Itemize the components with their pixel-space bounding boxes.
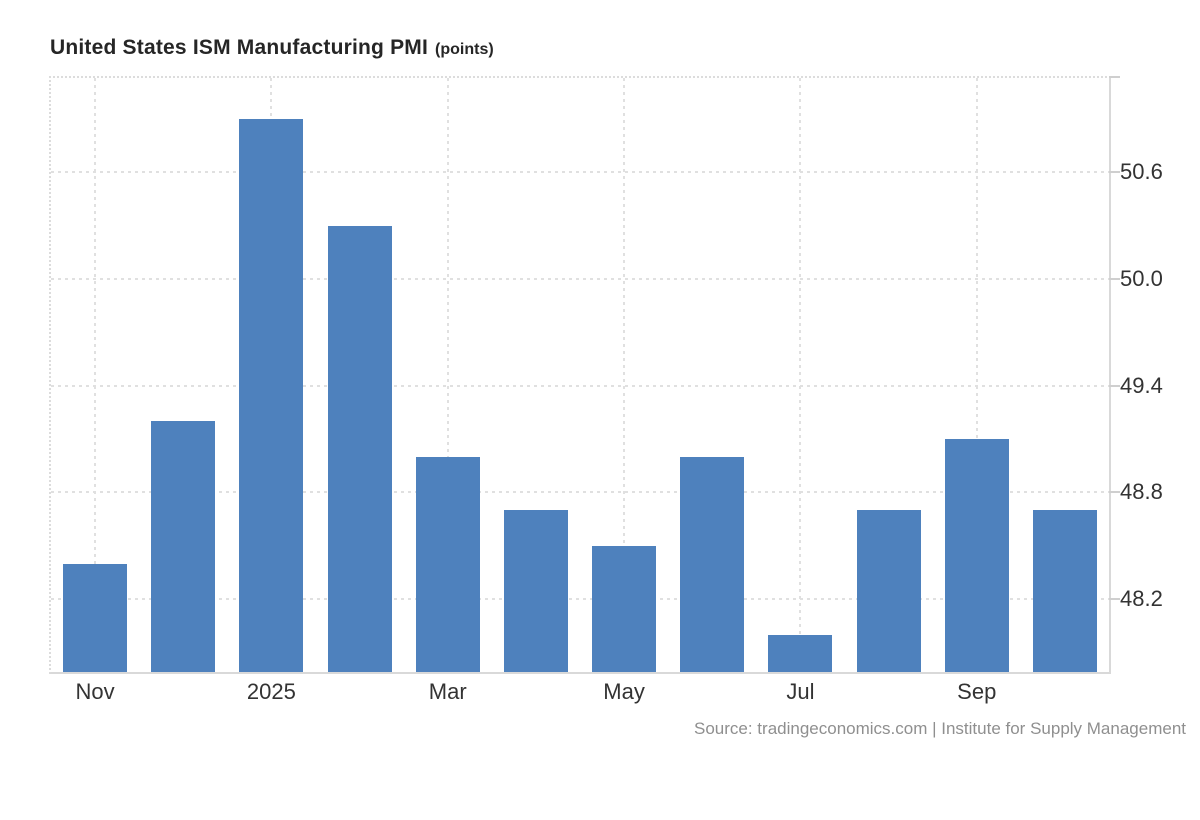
v-gridline [446,78,449,672]
bar-jan-2025[interactable] [239,118,304,672]
chart-title-row: United States ISM Manufacturing PMI (poin… [50,36,494,60]
h-gridline [51,384,1109,387]
chart-title: United States ISM Manufacturing PMI [50,36,429,59]
v-gridline [623,78,626,672]
x-tick-label: Jul [786,679,815,704]
x-tick-label: 2025 [246,679,296,704]
source-credit: Source: tradingeconomics.com | Institute… [694,719,1186,738]
bar-oct-2025[interactable] [1032,510,1097,672]
bar-feb-2025[interactable] [327,225,392,672]
h-gridline [51,598,1109,601]
y-tick-label: 50.6 [1120,159,1163,185]
bar-sep-2025[interactable] [944,439,1009,672]
h-gridline [51,491,1109,494]
bar-aug-2025[interactable] [856,510,921,672]
bar-jul-2025[interactable] [768,634,833,672]
bar-dec-2024[interactable] [151,421,216,672]
h-gridline [51,277,1109,280]
y-tick-mark [1109,384,1120,387]
y-tick-label: 48.2 [1120,586,1163,612]
chart-unit-label: (points) [435,41,494,58]
bar-apr-2025[interactable] [503,510,568,672]
bar-may-2025[interactable] [592,545,657,672]
bar-mar-2025[interactable] [415,456,480,672]
x-tick-label: May [603,679,645,704]
y-tick-mark [1109,491,1120,494]
x-tick-label: Mar [428,679,467,704]
y-tick-mark [1109,277,1120,280]
y-tick-label: 49.4 [1120,372,1163,398]
y-tick-mark [1109,171,1120,174]
x-tick-label: Sep [957,679,997,704]
y-axis-top-tick-mark [1109,76,1120,78]
y-tick-label: 48.8 [1120,479,1163,505]
v-gridline [799,78,802,672]
bar-jun-2025[interactable] [680,456,745,672]
x-tick-label: Nov [75,679,115,704]
v-gridline [975,78,978,672]
h-gridline [51,171,1109,174]
plot-area [49,76,1111,674]
y-tick-mark [1109,598,1120,601]
y-tick-label: 50.0 [1120,265,1163,291]
bar-nov-2024[interactable] [63,563,128,672]
v-gridline [94,78,97,672]
